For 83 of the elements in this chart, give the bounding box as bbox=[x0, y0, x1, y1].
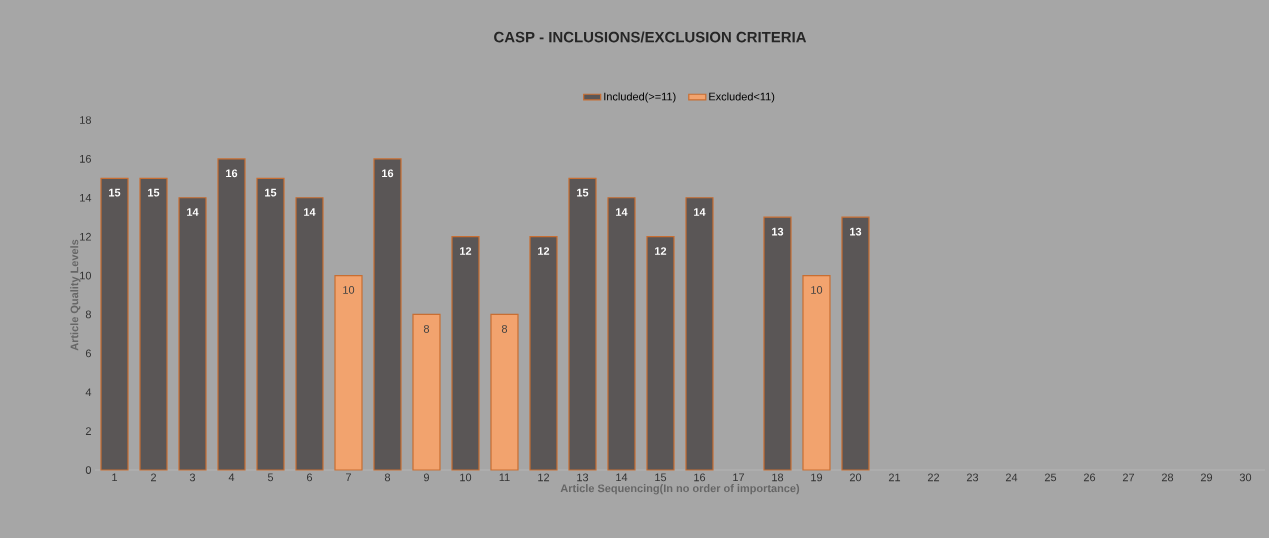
bar bbox=[841, 216, 870, 471]
data-label: 16 bbox=[226, 169, 238, 178]
data-label: 12 bbox=[460, 247, 472, 255]
x-tick-label: 27 bbox=[1122, 473, 1135, 482]
y-tick-label: 16 bbox=[80, 155, 91, 163]
data-label: 15 bbox=[109, 188, 121, 197]
x-tick-label: 21 bbox=[888, 473, 901, 482]
y-tick-label: 6 bbox=[85, 349, 91, 358]
x-tick-label: 8 bbox=[384, 473, 391, 482]
x-tick-label: 2 bbox=[151, 473, 156, 482]
legend-label: Excluded<11) bbox=[709, 92, 775, 103]
bar bbox=[490, 313, 519, 471]
data-label: 8 bbox=[501, 324, 508, 333]
bar bbox=[412, 313, 441, 471]
y-tick-label: 8 bbox=[85, 310, 91, 319]
x-tick-label: 29 bbox=[1200, 473, 1213, 482]
x-tick-label: 23 bbox=[966, 473, 979, 482]
bar bbox=[178, 197, 207, 471]
y-tick-label: 0 bbox=[85, 466, 92, 474]
data-label: 10 bbox=[343, 286, 355, 294]
x-tick-label: 11 bbox=[499, 473, 510, 482]
data-label: 8 bbox=[423, 324, 430, 333]
data-label: 14 bbox=[187, 208, 199, 216]
y-tick-label: 18 bbox=[80, 116, 91, 124]
bar bbox=[139, 177, 168, 471]
x-tick-label: 30 bbox=[1239, 473, 1252, 482]
bar bbox=[334, 274, 363, 471]
x-tick-label: 7 bbox=[346, 473, 351, 482]
x-tick-label: 18 bbox=[772, 473, 784, 482]
y-tick-label: 10 bbox=[80, 271, 92, 280]
data-label: 15 bbox=[577, 188, 589, 197]
y-tick-label: 4 bbox=[85, 388, 92, 396]
bar bbox=[763, 216, 792, 471]
data-label: 14 bbox=[616, 208, 628, 216]
bar bbox=[529, 236, 558, 471]
x-axis-title: Article Sequencing(In no order of importance) bbox=[560, 484, 800, 495]
x-tick-label: 19 bbox=[811, 473, 823, 482]
data-label: 12 bbox=[655, 247, 667, 255]
data-label: 10 bbox=[811, 286, 823, 294]
x-tick-label: 25 bbox=[1044, 473, 1057, 482]
x-tick-label: 24 bbox=[1005, 473, 1018, 482]
data-label: 13 bbox=[772, 227, 784, 236]
x-tick-label: 17 bbox=[733, 473, 745, 482]
data-label: 16 bbox=[382, 169, 394, 178]
data-label: 13 bbox=[850, 227, 862, 236]
x-tick-label: 16 bbox=[694, 473, 706, 482]
x-tick-label: 5 bbox=[267, 473, 274, 482]
bar bbox=[802, 274, 831, 471]
y-tick-label: 14 bbox=[80, 194, 92, 202]
y-axis-title: Article Quality Levels bbox=[70, 239, 81, 351]
legend-label: Included(>=11) bbox=[604, 92, 676, 103]
bar bbox=[373, 158, 402, 471]
bar bbox=[568, 177, 597, 471]
x-tick-label: 4 bbox=[228, 473, 235, 482]
data-label: 12 bbox=[538, 247, 550, 255]
bar bbox=[256, 177, 285, 471]
x-tick-label: 9 bbox=[423, 473, 430, 482]
x-tick-label: 6 bbox=[307, 473, 313, 482]
x-tick-label: 12 bbox=[538, 473, 550, 482]
y-tick-label: 12 bbox=[80, 232, 91, 241]
data-label: 15 bbox=[148, 188, 160, 197]
bar bbox=[100, 177, 129, 471]
x-tick-label: 26 bbox=[1083, 473, 1096, 482]
x-tick-label: 13 bbox=[577, 473, 589, 482]
x-tick-label: 10 bbox=[460, 473, 472, 482]
data-label: 14 bbox=[694, 208, 706, 216]
y-tick-label: 2 bbox=[85, 427, 91, 435]
x-tick-label: 1 bbox=[112, 473, 118, 482]
x-tick-label: 14 bbox=[616, 473, 628, 482]
x-tick-label: 3 bbox=[189, 473, 196, 482]
bar bbox=[646, 236, 675, 471]
bar bbox=[685, 197, 714, 471]
x-tick-label: 28 bbox=[1161, 473, 1174, 482]
x-tick-label: 22 bbox=[927, 473, 940, 482]
bar bbox=[451, 236, 480, 471]
data-label: 14 bbox=[304, 208, 316, 216]
x-tick-label: 15 bbox=[655, 473, 667, 482]
data-label: 15 bbox=[265, 188, 277, 197]
bar bbox=[217, 158, 246, 471]
bar bbox=[295, 197, 324, 471]
chart-title: CASP - INCLUSIONS/EXCLUSION CRITERIA bbox=[494, 31, 807, 43]
x-tick-label: 20 bbox=[849, 473, 862, 482]
bar bbox=[607, 197, 636, 471]
